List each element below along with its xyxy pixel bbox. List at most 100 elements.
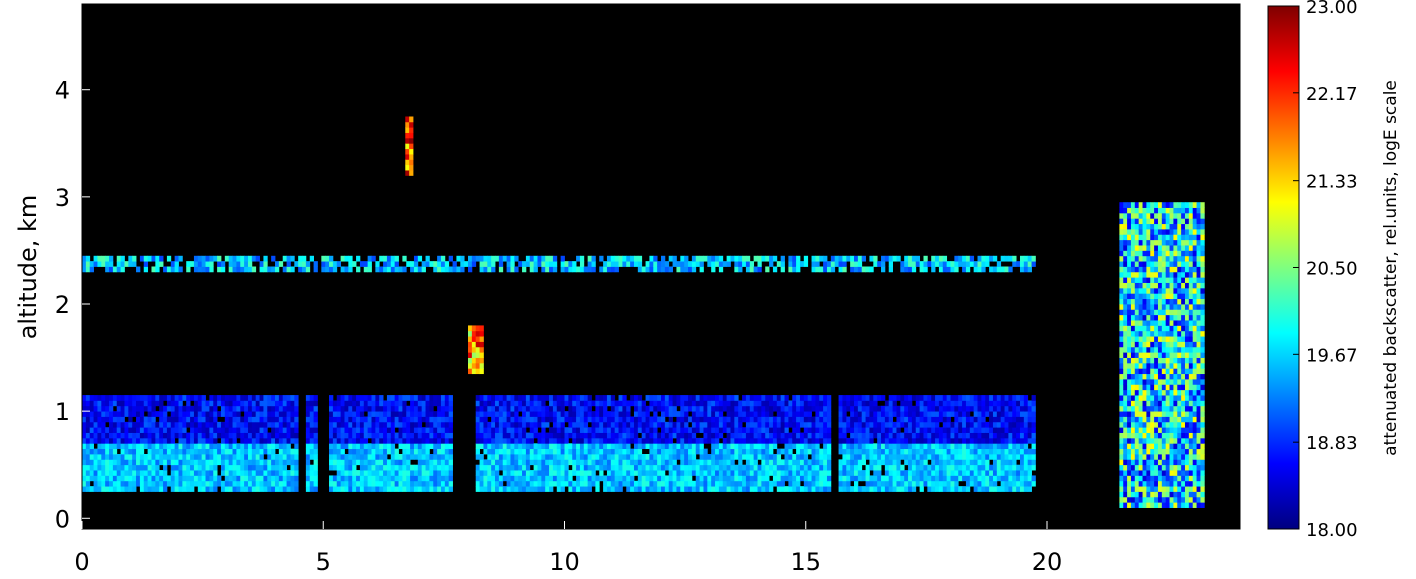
heatmap-cell — [915, 443, 921, 450]
heatmap-cell — [166, 421, 172, 428]
heatmap-cell — [857, 443, 863, 450]
heatmap-cell — [552, 261, 558, 267]
heatmap-cell — [267, 400, 272, 407]
heatmap-cell — [881, 432, 886, 439]
heatmap-cell — [286, 443, 291, 450]
heatmap-cell — [255, 421, 260, 428]
heatmap-cell — [201, 421, 206, 428]
heatmap-cell — [155, 432, 160, 439]
heatmap-cell — [1123, 293, 1128, 300]
heatmap-cell — [815, 437, 820, 444]
heatmap-cell — [576, 486, 581, 492]
heatmap-cell — [576, 411, 581, 417]
heatmap-cell — [722, 470, 728, 476]
heatmap-cell — [826, 432, 832, 439]
heatmap-cell — [1134, 421, 1140, 428]
heatmap-cell — [1138, 480, 1143, 487]
heatmap-cell — [718, 448, 724, 455]
heatmap-cell — [236, 405, 241, 412]
heatmap-cell — [606, 480, 612, 487]
heatmap-cell — [147, 443, 152, 450]
heatmap-cell — [1027, 411, 1032, 417]
heatmap-cell — [996, 405, 1002, 412]
heatmap-cell — [471, 330, 477, 337]
heatmap-cell — [877, 464, 882, 471]
heatmap-cell — [1138, 250, 1143, 257]
heatmap-cell — [379, 400, 384, 407]
heatmap-cell — [977, 266, 982, 273]
heatmap-cell — [522, 266, 527, 273]
heatmap-cell — [402, 459, 407, 466]
heatmap-cell — [232, 437, 237, 444]
heatmap-cell — [595, 437, 600, 444]
heatmap-cell — [568, 421, 573, 428]
heatmap-cell — [622, 437, 627, 444]
heatmap-cell — [429, 459, 434, 466]
heatmap-cell — [541, 405, 546, 412]
heatmap-cell — [232, 464, 237, 471]
heatmap-cell — [734, 395, 739, 401]
heatmap-cell — [688, 470, 693, 476]
heatmap-cell — [367, 470, 372, 476]
heatmap-cell — [205, 464, 210, 471]
heatmap-cell — [1134, 416, 1140, 423]
heatmap-cell — [151, 427, 156, 433]
heatmap-cell — [811, 432, 816, 439]
heatmap-cell — [664, 437, 670, 444]
heatmap-cell — [112, 421, 118, 428]
heatmap-cell — [201, 437, 206, 444]
heatmap-cell — [182, 411, 187, 417]
heatmap-cell — [437, 454, 442, 460]
heatmap-cell — [479, 454, 484, 460]
heatmap-cell — [796, 448, 801, 455]
heatmap-cell — [908, 400, 913, 407]
heatmap-cell — [799, 486, 805, 492]
heatmap-cell — [112, 443, 118, 450]
heatmap-cell — [1023, 255, 1029, 262]
heatmap-cell — [900, 411, 905, 417]
heatmap-cell — [232, 486, 237, 492]
heatmap-cell — [205, 427, 210, 433]
heatmap-cell — [502, 475, 507, 482]
heatmap-cell — [815, 255, 820, 262]
heatmap-cell — [487, 261, 492, 267]
heatmap-cell — [506, 454, 511, 460]
heatmap-cell — [861, 405, 866, 412]
heatmap-cell — [1027, 432, 1032, 439]
heatmap-cell — [537, 437, 542, 444]
heatmap-cell — [935, 395, 940, 401]
heatmap-cell — [483, 470, 488, 476]
heatmap-cell — [969, 437, 975, 444]
heatmap-cell — [240, 395, 245, 401]
heatmap-cell — [275, 411, 280, 417]
heatmap-cell — [680, 464, 685, 471]
heatmap-cell — [923, 448, 928, 455]
heatmap-cell — [417, 255, 423, 262]
heatmap-cell — [888, 448, 893, 455]
heatmap-cell — [290, 421, 295, 428]
heatmap-cell — [661, 443, 666, 450]
heatmap-cell — [969, 443, 975, 450]
heatmap-cell — [610, 261, 616, 267]
heatmap-cell — [946, 261, 951, 267]
heatmap-cell — [633, 459, 639, 466]
heatmap-cell — [522, 400, 527, 407]
heatmap-cell — [386, 395, 392, 401]
heatmap-cell — [425, 427, 430, 433]
heatmap-cell — [506, 470, 511, 476]
heatmap-cell — [838, 432, 843, 439]
heatmap-cell — [657, 437, 662, 444]
heatmap-cell — [579, 459, 585, 466]
heatmap-cell — [89, 427, 94, 433]
heatmap-cell — [340, 470, 345, 476]
heatmap-cell — [495, 480, 500, 487]
heatmap-cell — [313, 266, 318, 273]
heatmap-cell — [784, 448, 789, 455]
heatmap-cell — [151, 266, 156, 273]
heatmap-cell — [630, 486, 635, 492]
heatmap-cell — [302, 261, 307, 267]
heatmap-cell — [772, 427, 778, 433]
heatmap-cell — [1142, 454, 1147, 460]
heatmap-cell — [475, 255, 480, 262]
heatmap-cell — [792, 427, 797, 433]
